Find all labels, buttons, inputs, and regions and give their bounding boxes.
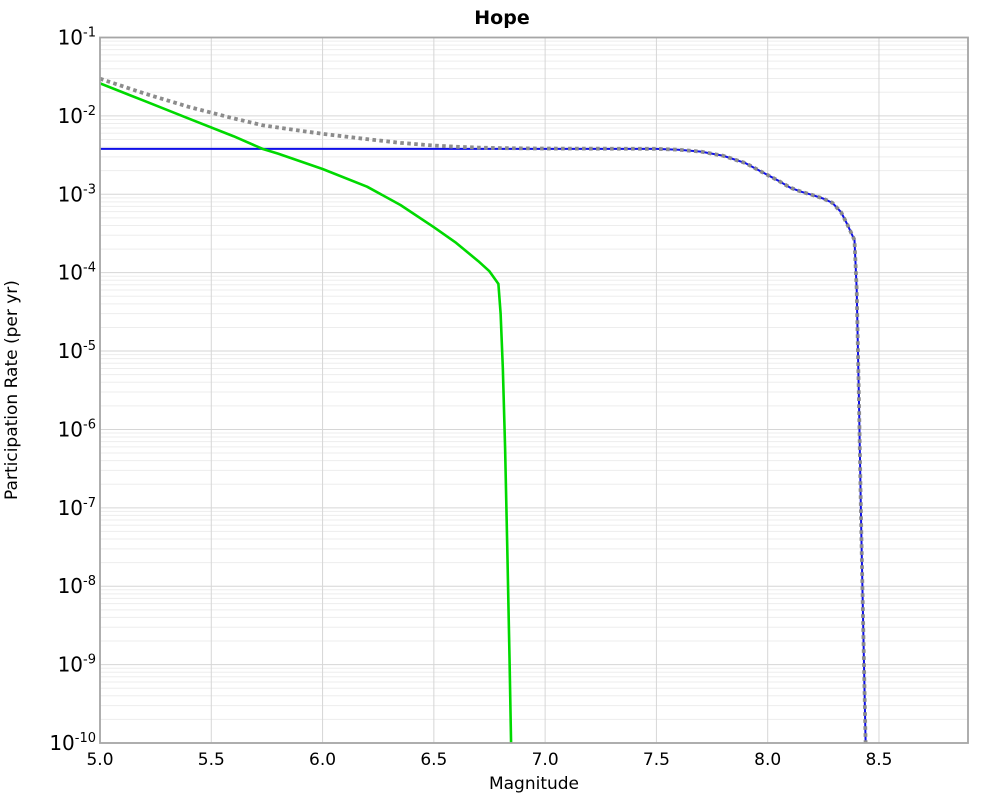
gray-dotted-line [100,76,868,743]
x-tick-label: 7.0 [532,750,559,770]
chart-title: Hope [474,7,529,29]
blue-solid-line [100,147,867,743]
x-tick-label: 6.5 [420,750,447,770]
y-axis-label: Participation Rate (per yr) [2,280,22,500]
x-tick-label: 6.0 [309,750,336,770]
y-tick-label: 10-5 [58,339,96,363]
y-tick-label: 10-8 [58,574,96,598]
x-axis-label: Magnitude [489,774,579,794]
x-tick-label: 8.5 [865,750,892,770]
x-tick-label: 5.0 [86,750,113,770]
green-solid-line [100,82,513,743]
plot-frame [99,36,969,744]
series-layer [100,76,868,743]
x-tick-label: 8.0 [754,750,781,770]
x-tick-label: 5.5 [198,750,225,770]
y-tick-label: 10-6 [58,417,96,441]
y-tick-label: 10-3 [58,182,96,206]
y-tick-label: 10-9 [58,653,96,677]
x-tick-label: 7.5 [643,750,670,770]
grid-layer [100,37,968,744]
y-tick-label: 10-2 [58,104,96,128]
axis-layer: 5.0 5.5 6.0 6.5 7.0 7.5 8.0 8.5 10-1 10-2 10-3 10-4… [49,26,969,770]
y-tick-label: 10-10 [49,731,96,755]
y-tick-label: 10-1 [58,26,96,50]
y-tick-label: 10-7 [58,496,96,520]
y-tick-label: 10-4 [58,261,96,285]
